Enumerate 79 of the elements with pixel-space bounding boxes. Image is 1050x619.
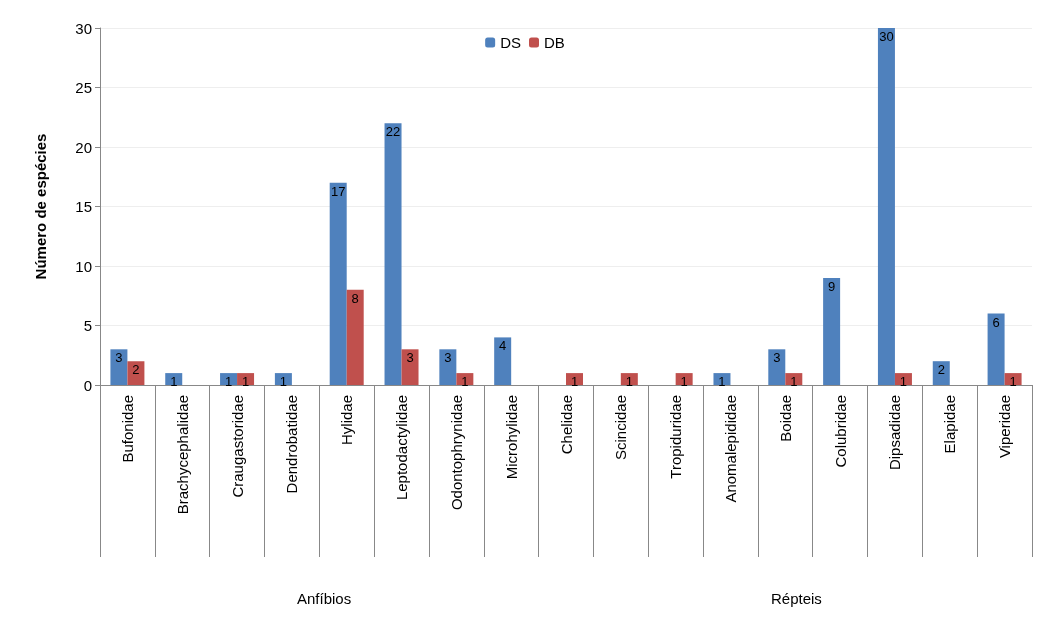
x-tick-label: Elapidae bbox=[941, 395, 959, 454]
y-tick-label: 5 bbox=[83, 317, 92, 334]
data-label: 1 bbox=[461, 374, 469, 390]
data-label: 9 bbox=[828, 278, 836, 294]
bar bbox=[566, 373, 583, 385]
legend-label: DS bbox=[500, 34, 522, 51]
bar bbox=[165, 373, 183, 385]
bar bbox=[127, 361, 145, 385]
bar bbox=[110, 349, 128, 385]
bar bbox=[346, 289, 364, 385]
data-label: 6 bbox=[992, 314, 1000, 330]
y-tick-label: 0 bbox=[83, 376, 92, 394]
x-tick-label: Odontophrynidae bbox=[447, 395, 465, 511]
bar bbox=[768, 349, 786, 385]
bar bbox=[675, 373, 693, 385]
data-label: 1 bbox=[279, 374, 287, 390]
data-label: 8 bbox=[351, 290, 359, 306]
bar bbox=[401, 349, 419, 385]
bar bbox=[785, 373, 803, 385]
y-tick-label: 15 bbox=[75, 198, 92, 215]
x-tick-label: Tropiduridae bbox=[667, 395, 685, 479]
x-tick-label: Dipsadidae bbox=[886, 395, 904, 471]
y-tick-label: 10 bbox=[75, 257, 92, 275]
bar bbox=[1004, 373, 1022, 385]
text: Anfíbios bbox=[297, 590, 352, 607]
x-tick-label: Hylidae bbox=[338, 395, 356, 446]
bar bbox=[713, 373, 731, 385]
x-tick-label: Dendrobatidae bbox=[283, 395, 301, 494]
data-label: 2 bbox=[937, 362, 945, 378]
data-label: 30 bbox=[879, 29, 894, 44]
y-axis-title: Número de espécies bbox=[32, 133, 49, 280]
x-tick-label: Anomalepididae bbox=[721, 395, 739, 503]
x-tick-label: Leptodactylidae bbox=[393, 395, 411, 501]
x-tick-label: Scincidae bbox=[612, 395, 630, 461]
x-tick-label: Microhylidae bbox=[502, 395, 520, 480]
y-tick-label: 20 bbox=[75, 138, 92, 156]
bar bbox=[877, 28, 895, 385]
data-label: 1 bbox=[718, 374, 726, 390]
bar bbox=[384, 123, 402, 385]
data-label: 1 bbox=[1009, 374, 1017, 390]
data-label: 3 bbox=[773, 350, 781, 366]
x-tick-label: Colubridae bbox=[831, 395, 849, 468]
data-label: 1 bbox=[790, 374, 798, 390]
x-tick-label: Boidae bbox=[776, 395, 794, 442]
bar bbox=[220, 373, 238, 385]
y-tick-label: 25 bbox=[75, 79, 92, 96]
bar bbox=[274, 373, 292, 385]
bar bbox=[894, 373, 912, 385]
bar bbox=[237, 373, 255, 385]
data-label: 17 bbox=[330, 183, 346, 199]
bar bbox=[329, 182, 347, 385]
data-label: 1 bbox=[570, 374, 579, 390]
data-label: 1 bbox=[899, 374, 908, 390]
x-tick-label: Chelidae bbox=[557, 395, 575, 455]
data-label: 2 bbox=[132, 362, 140, 378]
data-label: 22 bbox=[385, 124, 401, 140]
data-label: 1 bbox=[224, 374, 233, 390]
bar bbox=[987, 313, 1005, 385]
bar bbox=[823, 277, 841, 385]
bar bbox=[494, 337, 512, 385]
y-tick-label: 30 bbox=[75, 19, 92, 37]
x-tick-label: Bufonidae bbox=[118, 395, 136, 463]
data-label: 4 bbox=[499, 338, 507, 354]
bar bbox=[932, 361, 950, 385]
bar bbox=[439, 349, 457, 385]
x-tick-label: Craugastoridae bbox=[228, 395, 246, 498]
data-label: 1 bbox=[241, 374, 250, 390]
text: Répteis bbox=[771, 590, 822, 607]
data-label: 3 bbox=[406, 350, 414, 366]
data-label: 3 bbox=[444, 350, 452, 366]
legend-label: DB bbox=[544, 34, 565, 51]
bar bbox=[456, 373, 474, 385]
data-label: 1 bbox=[680, 374, 688, 390]
data-label: 3 bbox=[115, 350, 123, 366]
data-label: 1 bbox=[625, 374, 633, 390]
bar bbox=[620, 373, 638, 385]
x-tick-label: Viperidae bbox=[996, 395, 1014, 459]
x-tick-label: Brachycephalidae bbox=[173, 395, 191, 515]
data-label: 1 bbox=[170, 374, 178, 390]
